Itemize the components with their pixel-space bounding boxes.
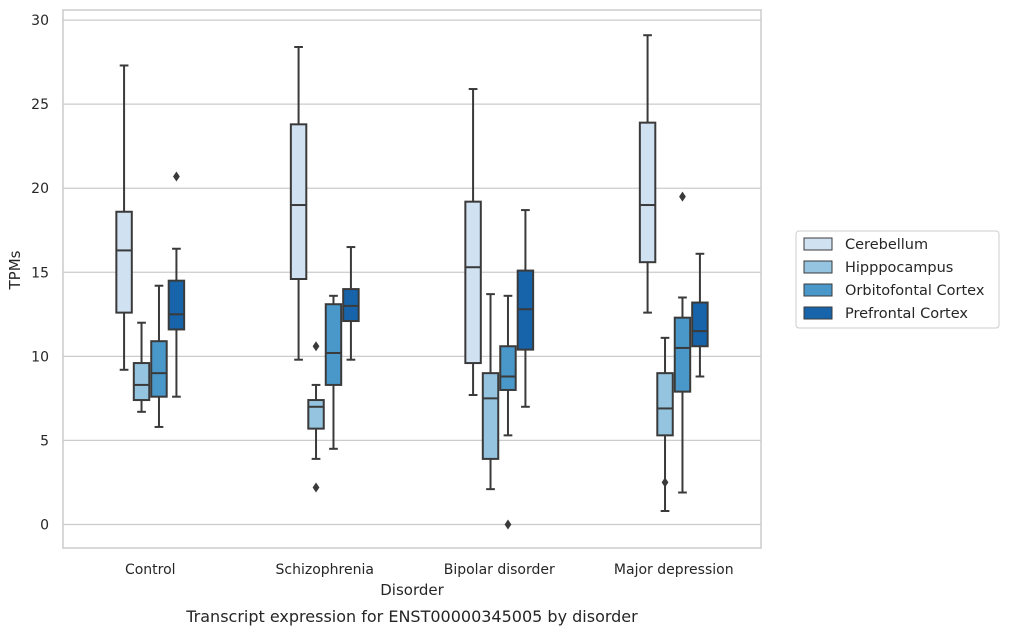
box bbox=[115, 210, 133, 314]
y-tick-label: 30 bbox=[31, 13, 49, 29]
legend-swatch bbox=[803, 237, 833, 251]
legend-label: Orbitofontal Cortex bbox=[845, 283, 985, 299]
x-tick-label: Control bbox=[125, 562, 176, 578]
legend-swatch bbox=[803, 260, 833, 274]
x-tick-label: Major depression bbox=[614, 562, 734, 578]
box bbox=[167, 279, 186, 331]
box bbox=[691, 301, 709, 348]
outlier-point bbox=[312, 341, 320, 352]
y-tick-label: 5 bbox=[40, 433, 49, 449]
outlier-point bbox=[661, 477, 669, 488]
box bbox=[132, 362, 151, 402]
y-tick-label: 10 bbox=[31, 349, 49, 365]
x-tick-label: Bipolar disorder bbox=[444, 562, 555, 578]
box bbox=[499, 345, 517, 391]
y-tick-labels: 0 5 10 15 20 25 30 bbox=[31, 13, 49, 533]
legend-label: Prefrontal Cortex bbox=[845, 306, 968, 322]
outlier-point bbox=[173, 171, 180, 182]
box-group bbox=[691, 252, 709, 378]
grid-lines bbox=[63, 19, 761, 526]
box-group bbox=[638, 34, 657, 314]
outlier-point bbox=[312, 482, 320, 493]
legend-items: Cerebellum Hipppocampus Orbitofontal Corte… bbox=[803, 237, 985, 322]
box-group bbox=[516, 209, 535, 408]
box bbox=[656, 372, 674, 437]
legend-frame bbox=[795, 230, 1000, 329]
box-plots bbox=[115, 34, 709, 530]
y-axis-label: TPMs bbox=[6, 250, 24, 290]
box-group bbox=[464, 88, 482, 397]
outlier-point bbox=[504, 519, 512, 530]
y-tick-label: 0 bbox=[40, 517, 49, 533]
plot-area bbox=[63, 10, 761, 548]
box-group bbox=[132, 321, 151, 413]
box-group bbox=[499, 294, 517, 530]
box-group bbox=[115, 64, 133, 371]
y-tick-label: 25 bbox=[31, 97, 49, 113]
box-group bbox=[324, 294, 343, 450]
box bbox=[324, 303, 343, 386]
y-tick-label: 20 bbox=[31, 181, 49, 197]
legend-swatch bbox=[803, 283, 833, 297]
plot-frame bbox=[62, 9, 762, 549]
legend-swatch bbox=[803, 306, 833, 320]
box-group bbox=[307, 341, 325, 493]
box-group bbox=[656, 336, 674, 513]
legend-label: Hipppocampus bbox=[845, 260, 953, 276]
box-group bbox=[342, 246, 360, 361]
box bbox=[638, 121, 657, 264]
box bbox=[464, 200, 482, 365]
box bbox=[673, 316, 692, 393]
chart-caption: Transcript expression for ENST0000034500… bbox=[185, 607, 638, 626]
box-group bbox=[150, 284, 168, 428]
box-group bbox=[481, 293, 500, 491]
x-axis-label: Disorder bbox=[380, 581, 444, 599]
y-tick-label: 15 bbox=[31, 265, 49, 281]
x-tick-label: Schizophrenia bbox=[276, 562, 374, 578]
x-tick-labels: Control Schizophrenia Bipolar disorder Majo… bbox=[125, 562, 734, 578]
box bbox=[481, 372, 500, 460]
box bbox=[307, 399, 325, 430]
box-group bbox=[289, 45, 308, 361]
box bbox=[289, 123, 308, 280]
box bbox=[150, 340, 168, 398]
box-group bbox=[167, 171, 186, 398]
box-group bbox=[673, 191, 692, 494]
legend-label: Cerebellum bbox=[845, 237, 928, 253]
outlier-point bbox=[679, 191, 686, 202]
legend: Cerebellum Hipppocampus Orbitofontal Corte… bbox=[795, 230, 1000, 329]
